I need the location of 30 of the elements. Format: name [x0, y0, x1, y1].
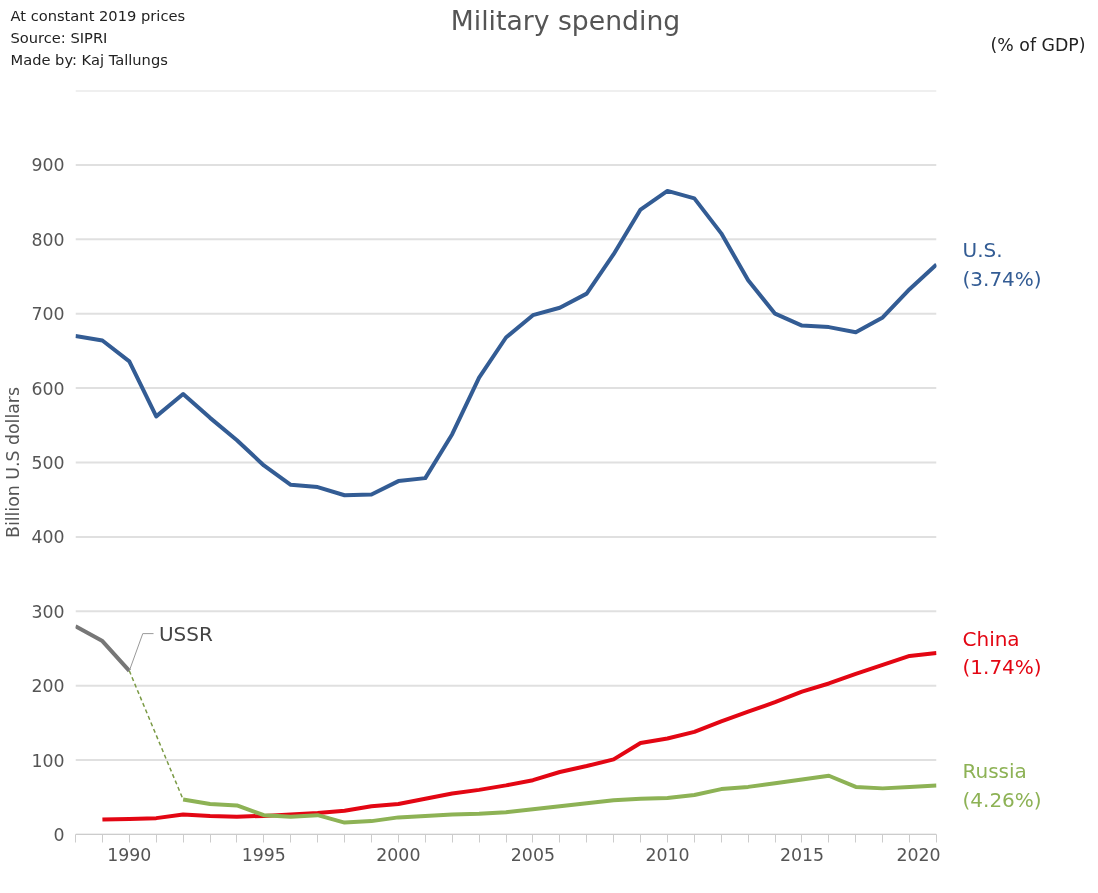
- y-tick-label: 0: [53, 825, 65, 845]
- text: At constant 2019 prices: [10, 6, 186, 24]
- y-tick-label: 200: [31, 676, 65, 697]
- x-tick-label: 2020: [896, 844, 941, 865]
- line-series: [75, 188, 937, 498]
- series-label: U.S. (3.74%): [962, 238, 1042, 291]
- y-tick-label: 700: [31, 304, 65, 325]
- line-series: [181, 773, 937, 825]
- annotation: USSR: [158, 621, 213, 646]
- chart-title: Military spending: [450, 4, 681, 36]
- y-tick-label: 100: [31, 750, 65, 771]
- y-tick-label: 800: [31, 229, 65, 250]
- x-tick-label: 2010: [645, 844, 690, 865]
- x-tick-label: 1995: [241, 844, 286, 865]
- text: Made by: Kaj Tallungs: [10, 50, 168, 68]
- y-tick-label: 900: [31, 155, 65, 176]
- x-tick-label: 2015: [779, 844, 825, 865]
- x-tick-label: 2000: [376, 844, 421, 865]
- series-label: Russia (4.26%): [962, 759, 1042, 812]
- y-axis-title: Billion U.S dollars: [3, 387, 24, 538]
- line-series: [100, 650, 937, 822]
- text: (% of GDP): [990, 34, 1086, 55]
- source-note: Source: SIPRI: [10, 28, 108, 46]
- y-tick-label: 500: [31, 453, 65, 473]
- x-tick-label: 2005: [510, 844, 555, 865]
- x-tick-label: 1990: [107, 844, 152, 865]
- y-tick-label: 600: [31, 378, 65, 399]
- y-tick-label: 400: [31, 527, 65, 548]
- series-label: China (1.74%): [962, 626, 1042, 680]
- y-tick-label: 300: [31, 601, 65, 622]
